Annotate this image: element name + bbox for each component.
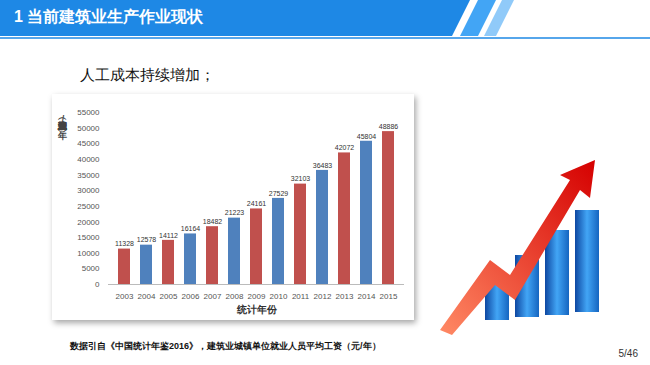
svg-text:35000: 35000	[77, 171, 100, 180]
svg-text:32103: 32103	[291, 175, 311, 182]
svg-text:2009: 2009	[248, 292, 266, 301]
svg-text:2005: 2005	[160, 292, 178, 301]
svg-text:24161: 24161	[247, 200, 267, 207]
svg-text:36483: 36483	[313, 162, 333, 169]
html-text:人工成本持续增加；: 人工成本持续增加；	[80, 67, 215, 83]
svg-text:48886: 48886	[379, 123, 399, 130]
svg-text:2010: 2010	[270, 292, 288, 301]
svg-text:2004: 2004	[138, 292, 156, 301]
svg-text:2013: 2013	[336, 292, 354, 301]
svg-text:0: 0	[95, 280, 100, 289]
svg-text:30000: 30000	[77, 186, 100, 195]
svg-text:2015: 2015	[380, 292, 398, 301]
svg-text:18482: 18482	[203, 218, 223, 225]
svg-text:20000: 20000	[77, 218, 100, 227]
svg-text:2008: 2008	[226, 292, 244, 301]
svg-text:统计年份: 统计年份	[236, 304, 278, 315]
svg-text:21223: 21223	[225, 209, 245, 216]
html-text:建筑业工人平均工资（元/年）: 建筑业工人平均工资（元/年）	[58, 114, 68, 124]
svg-text:2007: 2007	[204, 292, 222, 301]
svg-text:27529: 27529	[269, 190, 289, 197]
svg-text:2006: 2006	[182, 292, 200, 301]
svg-text:25000: 25000	[77, 202, 100, 211]
svg-text:15000: 15000	[77, 233, 100, 242]
svg-text:14112: 14112	[159, 232, 178, 239]
html-text:数据引自《中国统计年鉴2016》，建筑业城镇单位就业人员平均: 数据引自《中国统计年鉴2016》，建筑业城镇单位就业人员平均工资（元/年）	[70, 341, 381, 351]
svg-text:45000: 45000	[77, 139, 100, 148]
svg-text:2012: 2012	[314, 292, 332, 301]
svg-text:10000: 10000	[77, 249, 100, 258]
svg-text:45804: 45804	[357, 132, 377, 139]
svg-text:2011: 2011	[292, 292, 310, 301]
svg-text:5000: 5000	[82, 264, 100, 273]
svg-text:42072: 42072	[335, 144, 355, 151]
svg-text:40000: 40000	[77, 155, 100, 164]
html-text:5/46: 5/46	[618, 348, 638, 359]
html-text:1 当前建筑业生产作业现状: 1 当前建筑业生产作业现状	[14, 8, 204, 25]
svg-text:50000: 50000	[77, 124, 100, 133]
svg-text:55000: 55000	[77, 108, 100, 117]
svg-text:12578: 12578	[137, 236, 157, 243]
svg-text:11328: 11328	[115, 240, 134, 247]
svg-text:2014: 2014	[358, 292, 376, 301]
svg-text:16164: 16164	[181, 225, 201, 232]
svg-text:2003: 2003	[116, 292, 134, 301]
